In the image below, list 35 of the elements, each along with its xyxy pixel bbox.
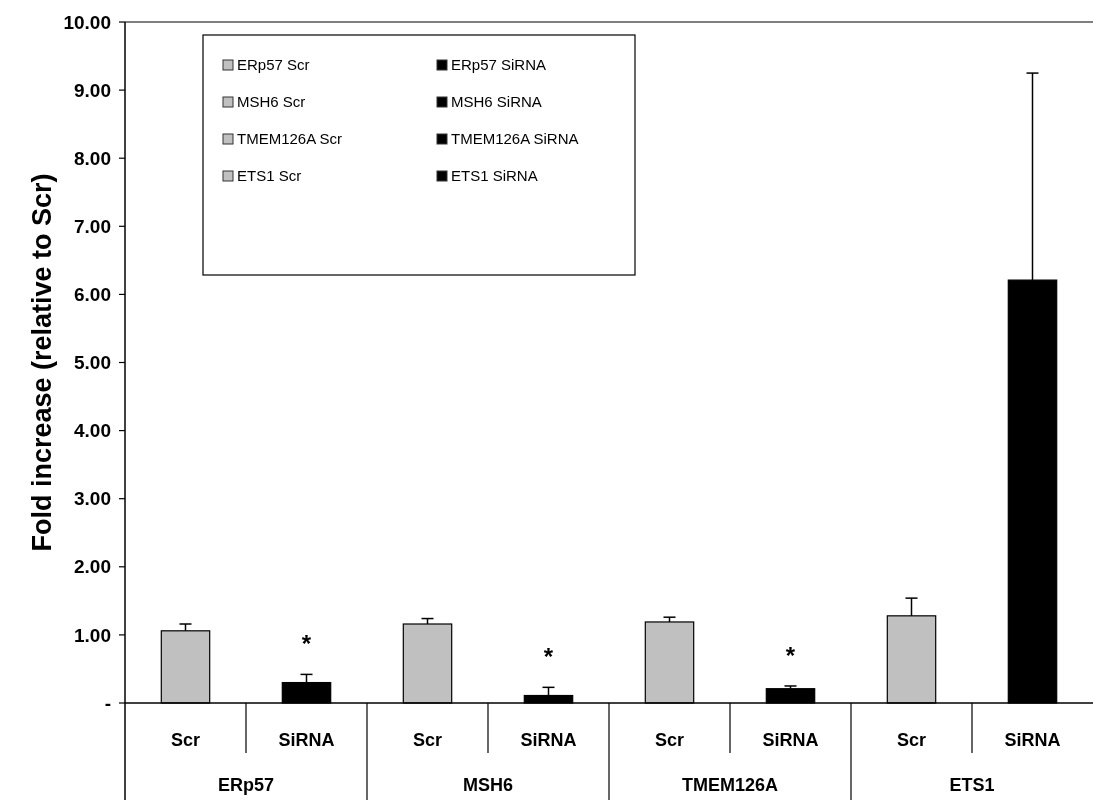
x-tick-label: SiRNA: [762, 730, 819, 751]
legend-label: ERp57 Scr: [237, 56, 310, 74]
x-tick-label: Scr: [170, 730, 201, 751]
text: ERp57: [217, 775, 275, 796]
text: TMEM126A: [681, 775, 779, 796]
x-tick-label: Scr: [654, 730, 685, 751]
legend-label: ETS1 SiRNA: [451, 167, 538, 185]
y-tick-label: 1.00: [74, 624, 111, 646]
data-label: *: [543, 643, 554, 671]
legend-label: MSH6 Scr: [237, 93, 306, 111]
y-tick-label: 5.00: [74, 352, 111, 374]
x-tick-label: SiRNA: [1004, 730, 1061, 751]
legend-label: TMEM126A Scr: [237, 130, 343, 148]
x-tick-label: Scr: [412, 730, 443, 751]
y-tick-label: 6.00: [74, 284, 111, 306]
text: MSH6: [462, 775, 514, 796]
legend-label: ERp57 SiRNA: [451, 56, 547, 74]
y-tick-label: 8.00: [74, 147, 111, 169]
legend-label: ETS1 Scr: [237, 167, 302, 185]
y-tick-label: 4.00: [74, 420, 111, 442]
legend-label: MSH6 SiRNA: [451, 93, 542, 111]
y-axis-title: Fold increase (relative to Scr): [27, 173, 58, 552]
y-tick-label: 10.00: [63, 11, 111, 33]
y-tick-label: -: [104, 692, 111, 714]
x-tick-label: SiRNA: [278, 730, 335, 751]
y-tick-label: 3.00: [74, 488, 111, 510]
text: ETS1: [949, 775, 995, 796]
y-tick-label: 9.00: [74, 79, 111, 101]
legend-label: TMEM126A SiRNA: [451, 130, 579, 148]
x-tick-label: SiRNA: [520, 730, 577, 751]
data-label: *: [785, 641, 796, 669]
y-tick-label: 2.00: [74, 556, 111, 578]
data-label: *: [301, 630, 312, 658]
x-tick-label: Scr: [896, 730, 927, 751]
y-tick-label: 7.00: [74, 215, 111, 237]
